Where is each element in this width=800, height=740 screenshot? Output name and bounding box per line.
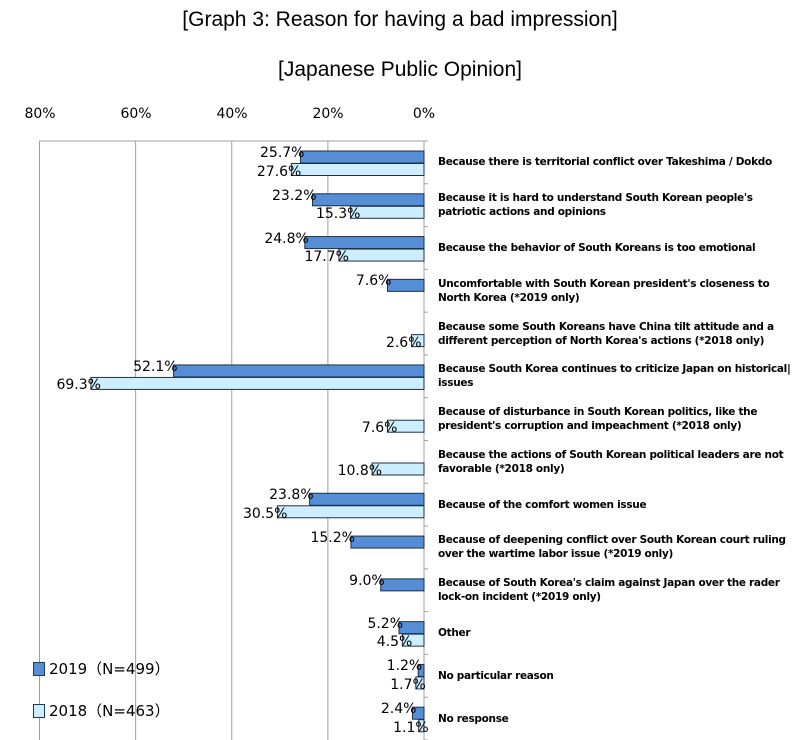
- category-label: Because the actions of South Korean poli…: [438, 448, 784, 475]
- bar-2018: [349, 205, 425, 219]
- bar-2019: [350, 535, 425, 549]
- bar-2018: [90, 376, 425, 390]
- bar-2018: [386, 419, 425, 433]
- data-label: 24.8%: [264, 230, 309, 247]
- category-label: Uncomfortable with South Korean presiden…: [438, 277, 770, 304]
- bar-2019: [311, 193, 425, 207]
- legend-item-2019: 2019（N=499）: [33, 658, 170, 679]
- x-tick-label: 80%: [24, 106, 56, 122]
- data-label: 25.7%: [260, 145, 305, 161]
- data-label: 27.6%: [256, 163, 302, 180]
- category-label: No particular reason: [438, 669, 554, 682]
- chart-subtitle: [Japanese Public Opinion]: [278, 58, 522, 81]
- data-label: 1.1%: [393, 719, 429, 736]
- data-label: 15.3%: [315, 206, 361, 223]
- category-label: Because of South Korea's claim against J…: [438, 577, 780, 604]
- data-label: 2.4%: [380, 701, 417, 718]
- data-label: 1.7%: [390, 676, 426, 693]
- data-label: 1.2%: [386, 658, 423, 675]
- data-label: 69.3%: [56, 377, 101, 394]
- category-label: Because of deepening conflict over South…: [438, 534, 786, 561]
- legend-label-2019: 2019（N=499）: [49, 660, 170, 678]
- legend-swatch-2018: [33, 703, 45, 718]
- bar-2018: [276, 505, 425, 519]
- chart-title: [Graph 3: Reason for having a bad impres…: [182, 8, 618, 31]
- legend-item-2018: 2018（N=463）: [33, 700, 170, 721]
- bar-2019: [304, 236, 425, 250]
- bar-2018: [411, 334, 425, 348]
- category-label: Because of the comfort women issue: [438, 498, 647, 511]
- data-label: 30.5%: [242, 505, 288, 522]
- x-tick-label: 0%: [412, 106, 436, 122]
- category-label: Because some South Koreans have China ti…: [438, 320, 774, 347]
- data-label: 7.6%: [355, 273, 392, 290]
- data-label: 23.8%: [269, 487, 314, 504]
- data-label: 17.7%: [304, 249, 349, 266]
- category-label: Because the behavior of South Koreans is…: [438, 241, 756, 254]
- category-label: Because South Korea continues to critici…: [438, 363, 791, 390]
- legend-label-2018: 2018（N=463）: [49, 702, 170, 720]
- bar-2018: [290, 163, 425, 176]
- x-tick-label: 20%: [312, 106, 344, 122]
- data-label: 23.2%: [272, 187, 317, 204]
- bar-2018: [401, 633, 425, 647]
- data-label: 52.1%: [133, 358, 178, 375]
- category-label: No response: [438, 712, 509, 725]
- data-label: 5.2%: [367, 615, 404, 632]
- category-label: Because there is territorial conflict ov…: [438, 156, 772, 169]
- category-label: Because of disturbance in South Korean p…: [438, 406, 758, 433]
- bar-2018: [415, 676, 425, 690]
- data-label: 7.6%: [361, 420, 398, 437]
- data-label: 10.8%: [337, 463, 383, 479]
- category-label: Other: [438, 627, 471, 640]
- bar-2019: [386, 278, 425, 292]
- bar-2019: [380, 578, 425, 592]
- x-tick-label: 60%: [120, 106, 152, 122]
- bar-2019: [173, 364, 425, 378]
- bar-2018: [371, 462, 425, 476]
- bar-2018: [418, 719, 425, 733]
- data-label: 4.5%: [376, 634, 413, 651]
- data-label: 15.2%: [310, 530, 355, 547]
- legend-swatch-2019: [33, 661, 45, 676]
- x-tick-label: 40%: [216, 106, 248, 122]
- bar-2018: [338, 248, 425, 262]
- data-label: 9.0%: [349, 572, 385, 589]
- bar-2019: [309, 492, 425, 506]
- category-label: Because it is hard to understand South K…: [438, 192, 753, 219]
- bar-2019: [299, 150, 425, 164]
- data-label: 2.6%: [385, 334, 422, 351]
